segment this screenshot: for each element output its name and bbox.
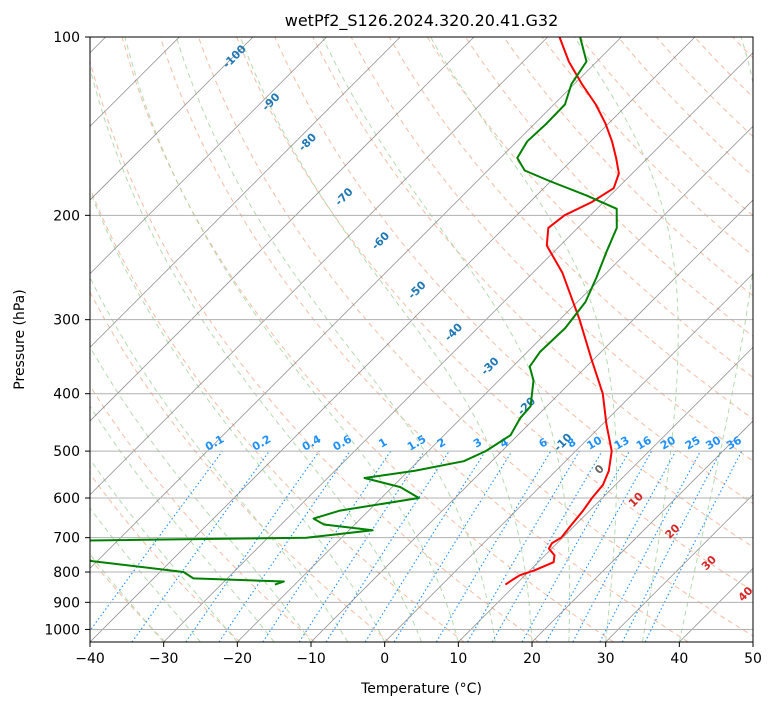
plot-area: [90, 37, 753, 642]
isotherm-line: [90, 37, 548, 496]
mixing-ratio-line: [90, 450, 223, 632]
isotherm-line: [605, 494, 753, 642]
mixing-ratio-line: [521, 450, 630, 642]
isotherm-line: [90, 37, 696, 642]
moist-adiabat-line: [90, 405, 275, 642]
moist-adiabat-line: [574, 37, 679, 642]
x-tick-label: 10: [449, 651, 467, 667]
y-tick-label: 1000: [44, 622, 80, 638]
mixing-ratio-line: [185, 450, 320, 642]
y-tick-label: 600: [53, 491, 80, 507]
dry-adiabat-line: [90, 186, 465, 642]
moist-adiabat-line: [90, 458, 238, 642]
isotherm-line: [90, 37, 254, 201]
x-tick-label: −20: [223, 651, 253, 667]
x-tick-label: 30: [597, 651, 615, 667]
x-tick-label: 20: [523, 651, 541, 667]
moist-adiabat-line: [90, 189, 386, 642]
y-tick-label: 800: [53, 565, 80, 581]
mixing-ratio-line: [572, 450, 677, 642]
x-tick-label: 0: [380, 651, 389, 667]
moist-adiabat-line: [90, 276, 349, 642]
dry-adiabat-line: [236, 37, 753, 592]
isotherm-line: [90, 37, 401, 348]
isotherm-line: [458, 346, 753, 642]
moist-adiabat-line: [175, 37, 496, 642]
isotherm-line: [310, 199, 753, 642]
dry-adiabat-line: [90, 291, 390, 642]
temperature-profile: [504, 37, 620, 586]
moist-adiabat-line: [239, 37, 533, 642]
mixing-ratio-line: [644, 450, 743, 642]
dry-adiabat-line: [312, 37, 753, 505]
moist-adiabat-line: [90, 345, 312, 642]
isotherm-line: [384, 273, 753, 642]
isotherm-line: [531, 420, 753, 642]
y-tick-label: 300: [53, 313, 80, 329]
y-tick-label: 400: [53, 387, 80, 403]
moist-adiabat-line: [430, 37, 617, 642]
x-tick-label: −40: [75, 651, 105, 667]
grid-layer: [90, 37, 775, 642]
x-tick-label: 50: [744, 651, 762, 667]
mixing-ratio-line: [262, 450, 392, 642]
dry-adiabat-line: [771, 37, 775, 642]
moist-adiabat-line: [90, 553, 165, 642]
mixing-ratio-line: [545, 450, 653, 642]
mixing-ratio-line: [218, 450, 351, 642]
dry-adiabat-line: [90, 59, 540, 642]
axis-layer: −40 −30 −20 −10 0 10 20 30 40 50 1000 900 800 700 600 5…: [44, 30, 762, 667]
y-tick-label: 900: [53, 595, 80, 611]
dry-adiabat-line: [159, 37, 689, 642]
x-tick-label: −10: [296, 651, 326, 667]
isotherm-line: [90, 37, 622, 569]
moist-adiabat-line: [90, 65, 422, 642]
mixing-ratio-line: [325, 450, 450, 642]
isotherm-line: [163, 52, 753, 642]
moist-adiabat-line: [124, 37, 459, 642]
x-tick-label: −30: [149, 651, 179, 667]
y-tick-label: 100: [53, 30, 80, 46]
isotherm-line: [90, 37, 327, 275]
dry-adiabat-line: [350, 37, 753, 462]
y-tick-label: 700: [53, 531, 80, 547]
plot-frame: [89, 36, 754, 643]
x-axis-label: Temperature (°C): [360, 681, 482, 697]
chart-title: wetPf2_S126.2024.320.20.41.G32: [285, 11, 559, 31]
y-axis-label: Pressure (hPa): [12, 289, 28, 389]
moist-adiabat-line: [90, 507, 201, 642]
isotherm-line: [90, 37, 475, 422]
x-tick-label: 40: [670, 651, 688, 667]
dry-adiabat-line: [198, 37, 753, 637]
y-tick-label: 200: [53, 208, 80, 224]
moist-adiabat-line: [322, 37, 571, 642]
dry-adiabat-line: [90, 472, 241, 642]
dewpoint-profile: [90, 37, 618, 586]
y-tick-label: 500: [53, 444, 80, 460]
isotherm-line: [237, 125, 753, 642]
dry-adiabat-line: [121, 37, 614, 642]
mixing-ratio-line: [131, 450, 270, 642]
dry-adiabat-line: [90, 384, 316, 642]
mixing-ratio-line: [393, 450, 513, 642]
mixing-ratio-line: [298, 450, 425, 642]
series-layer: [90, 37, 620, 586]
isotherm-line: [752, 641, 753, 642]
